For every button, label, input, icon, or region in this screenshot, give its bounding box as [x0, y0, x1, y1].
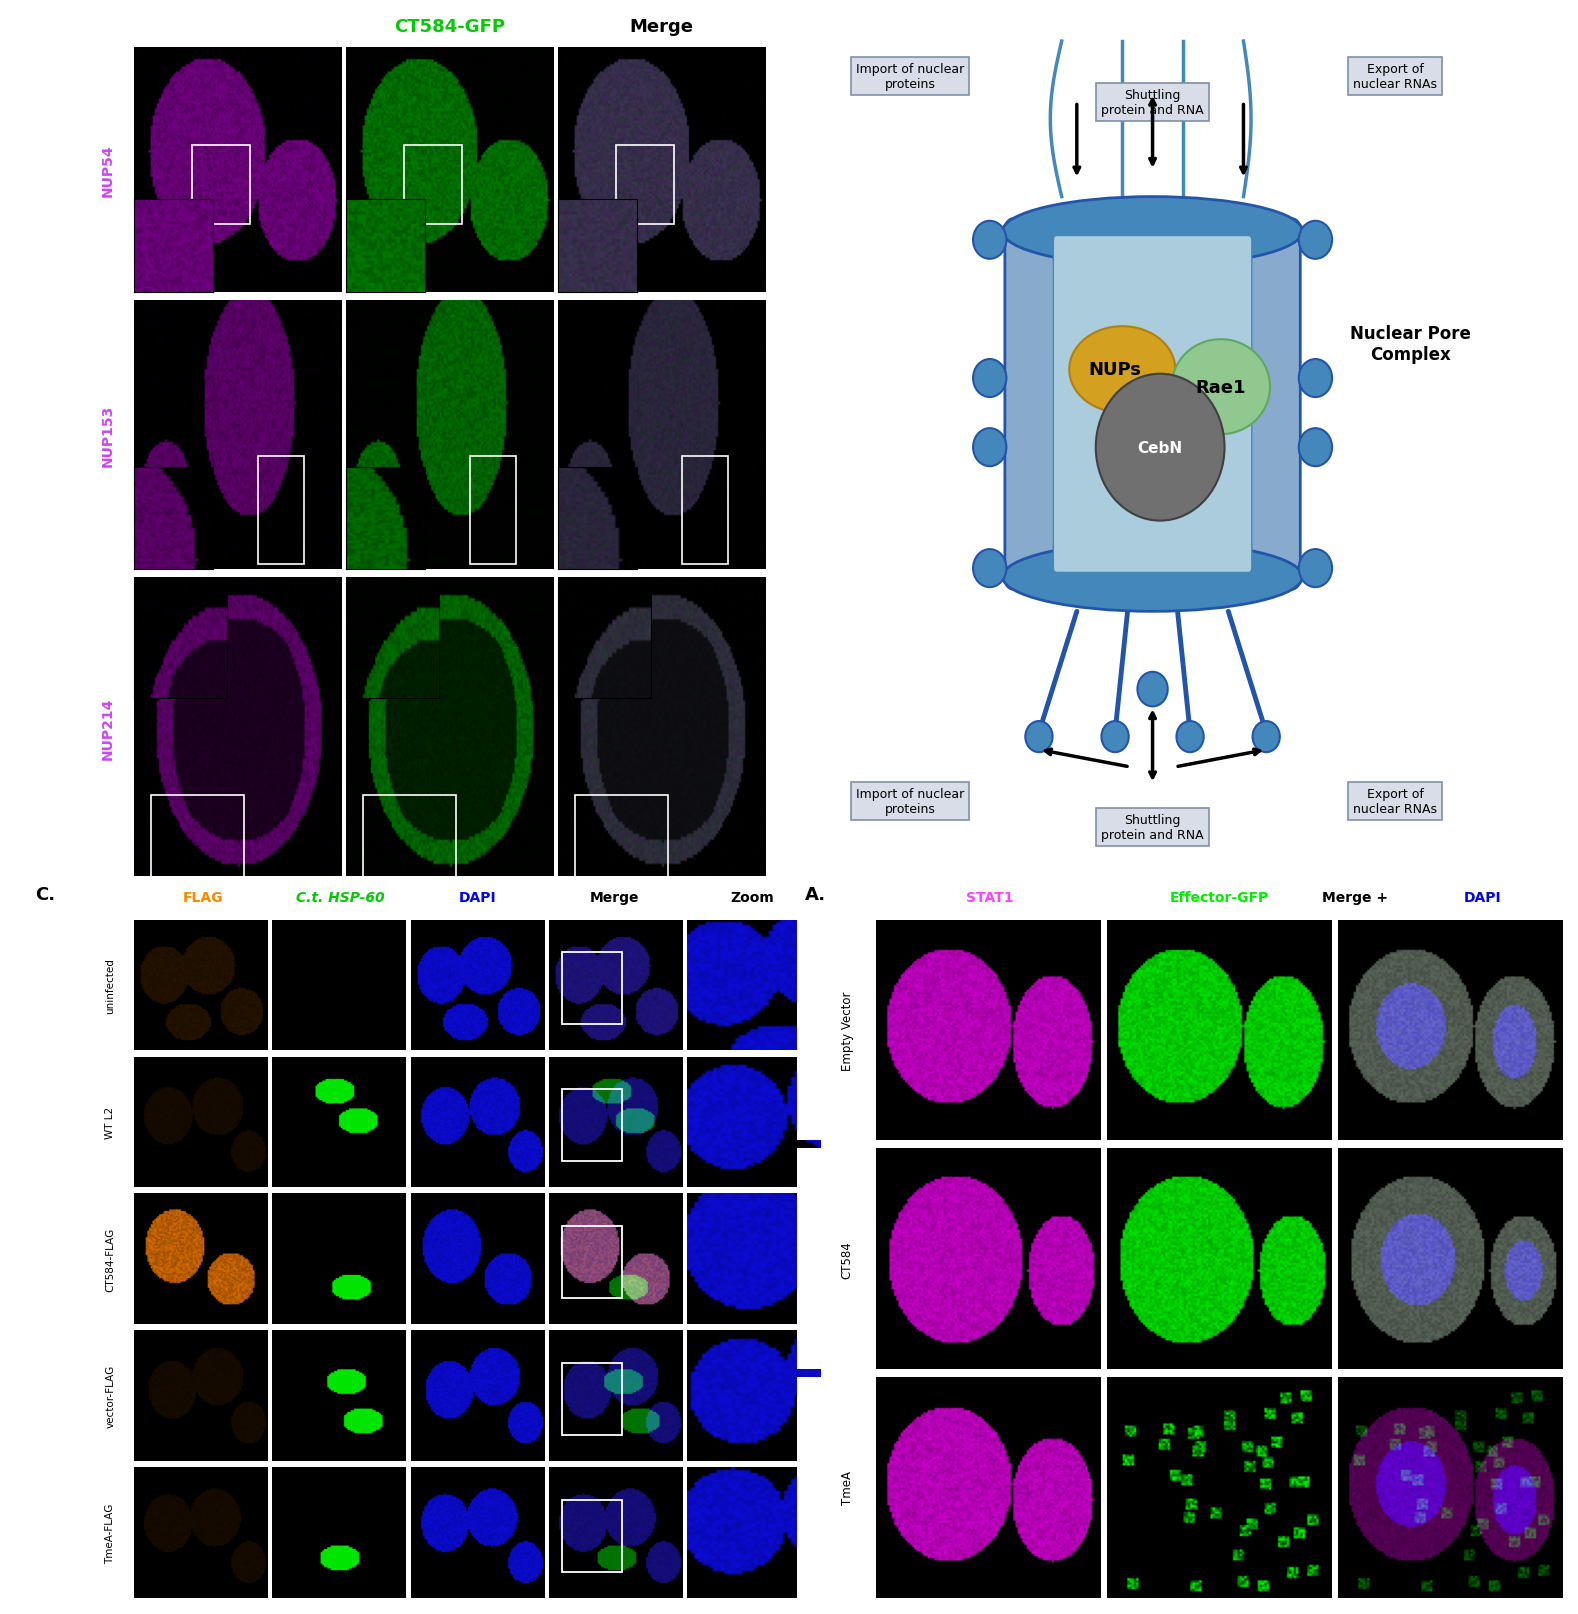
Bar	[363, 796, 456, 880]
Text: vector-FLAG: vector-FLAG	[106, 1364, 115, 1427]
FancyBboxPatch shape	[1005, 220, 1300, 591]
Text: DAPI: DAPI	[1463, 891, 1501, 905]
Circle shape	[1101, 721, 1128, 752]
Text: C.t. HSP-60: C.t. HSP-60	[295, 891, 385, 905]
Text: DAPI: DAPI	[459, 891, 495, 905]
Bar	[562, 1499, 622, 1572]
Circle shape	[1299, 550, 1332, 587]
Text: CT584: CT584	[841, 1240, 854, 1278]
Bar	[151, 796, 245, 880]
Text: CebN: CebN	[1138, 441, 1182, 455]
Bar	[193, 147, 251, 224]
Text: NUP214: NUP214	[101, 697, 115, 760]
Bar	[615, 147, 674, 224]
Circle shape	[1299, 360, 1332, 397]
Circle shape	[1138, 673, 1168, 707]
Text: Merge +: Merge +	[1322, 891, 1393, 905]
Text: Export of
nuclear RNAs: Export of nuclear RNAs	[1352, 788, 1438, 817]
FancyBboxPatch shape	[1054, 236, 1251, 573]
Text: NUP54: NUP54	[101, 144, 115, 197]
Ellipse shape	[1171, 341, 1270, 434]
Bar	[562, 1364, 622, 1435]
Ellipse shape	[1002, 197, 1302, 266]
Text: Nuclear Pore
Complex: Nuclear Pore Complex	[1349, 324, 1471, 363]
Text: FLAG: FLAG	[183, 891, 222, 905]
Bar	[562, 1089, 622, 1160]
Bar	[682, 457, 727, 565]
Text: uninfected: uninfected	[106, 957, 115, 1014]
Text: TmeA-FLAG: TmeA-FLAG	[106, 1503, 115, 1562]
Circle shape	[1177, 721, 1204, 752]
Text: STAT1: STAT1	[966, 891, 1015, 905]
Text: TmeA: TmeA	[841, 1470, 854, 1504]
Text: NUP153: NUP153	[101, 405, 115, 466]
Circle shape	[1299, 221, 1332, 260]
Circle shape	[1026, 721, 1053, 752]
Bar	[562, 952, 622, 1025]
Circle shape	[974, 221, 1007, 260]
Text: Shuttling
protein and RNA: Shuttling protein and RNA	[1101, 813, 1204, 843]
Text: CT584-FLAG: CT584-FLAG	[106, 1227, 115, 1291]
Bar	[574, 796, 667, 880]
Circle shape	[974, 360, 1007, 397]
Text: CT584-GFP: CT584-GFP	[394, 18, 505, 37]
Circle shape	[1299, 429, 1332, 466]
Circle shape	[974, 550, 1007, 587]
Text: Empty Vector: Empty Vector	[841, 991, 854, 1070]
Text: Zoom: Zoom	[731, 891, 773, 905]
Text: Effector-GFP: Effector-GFP	[1169, 891, 1269, 905]
Circle shape	[1095, 374, 1225, 521]
Bar	[470, 457, 516, 565]
Text: Rae1: Rae1	[1196, 378, 1247, 397]
Bar	[404, 147, 462, 224]
Text: Merge: Merge	[590, 891, 639, 905]
Text: Merge: Merge	[630, 18, 694, 37]
Circle shape	[1253, 721, 1280, 752]
Bar	[562, 1227, 622, 1298]
Text: NUPs: NUPs	[1089, 362, 1141, 379]
Ellipse shape	[1070, 328, 1176, 413]
Text: Import of nuclear
proteins: Import of nuclear proteins	[857, 63, 964, 90]
Bar	[259, 457, 305, 565]
Text: A.: A.	[805, 884, 825, 904]
Text: C.: C.	[35, 884, 55, 904]
Text: Shuttling
protein and RNA: Shuttling protein and RNA	[1101, 89, 1204, 116]
Ellipse shape	[1002, 542, 1302, 612]
Text: Export of
nuclear RNAs: Export of nuclear RNAs	[1352, 63, 1438, 90]
Circle shape	[974, 429, 1007, 466]
Text: Import of nuclear
proteins: Import of nuclear proteins	[857, 788, 964, 817]
Text: WT L2: WT L2	[106, 1106, 115, 1138]
